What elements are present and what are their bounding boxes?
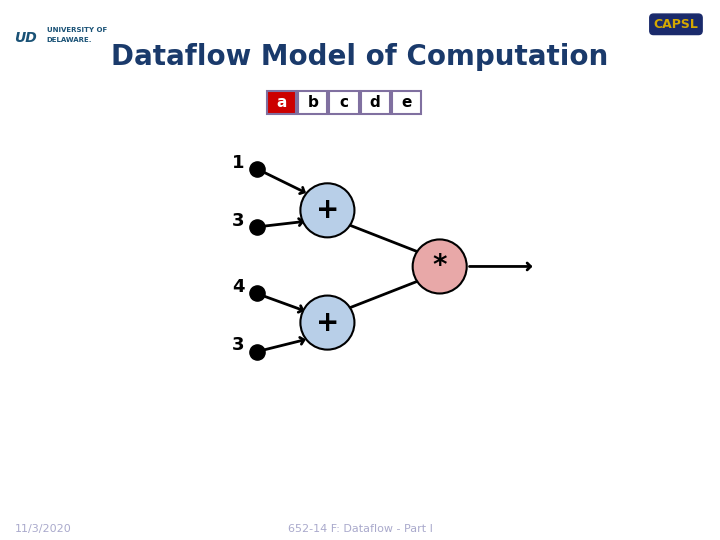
Circle shape	[413, 239, 467, 293]
Text: +: +	[316, 197, 339, 224]
Text: *: *	[433, 253, 447, 280]
Text: CAPSL: CAPSL	[654, 18, 698, 31]
Text: b: b	[307, 94, 318, 110]
Circle shape	[300, 183, 354, 238]
Point	[251, 222, 263, 231]
Text: 11/3/2020: 11/3/2020	[14, 524, 71, 534]
Point	[251, 164, 263, 173]
Text: UD: UD	[14, 31, 37, 45]
Text: Dataflow Model of Computation: Dataflow Model of Computation	[112, 43, 608, 71]
Point	[251, 289, 263, 298]
FancyBboxPatch shape	[392, 91, 421, 113]
Text: d: d	[370, 94, 381, 110]
Text: a: a	[276, 94, 287, 110]
Circle shape	[300, 295, 354, 349]
Text: UNIVERSITY OF: UNIVERSITY OF	[47, 26, 107, 33]
Text: 1: 1	[232, 153, 244, 172]
FancyBboxPatch shape	[298, 91, 328, 113]
Text: 4: 4	[232, 278, 244, 296]
Text: DELAWARE.: DELAWARE.	[47, 37, 92, 44]
Point	[251, 347, 263, 356]
FancyBboxPatch shape	[267, 91, 296, 113]
Text: +: +	[316, 308, 339, 336]
Text: 3: 3	[232, 212, 244, 230]
FancyBboxPatch shape	[330, 91, 359, 113]
FancyBboxPatch shape	[361, 91, 390, 113]
Text: 652-14 F: Dataflow - Part I: 652-14 F: Dataflow - Part I	[287, 524, 433, 534]
Text: c: c	[340, 94, 348, 110]
Text: e: e	[401, 94, 412, 110]
Text: 3: 3	[232, 336, 244, 354]
